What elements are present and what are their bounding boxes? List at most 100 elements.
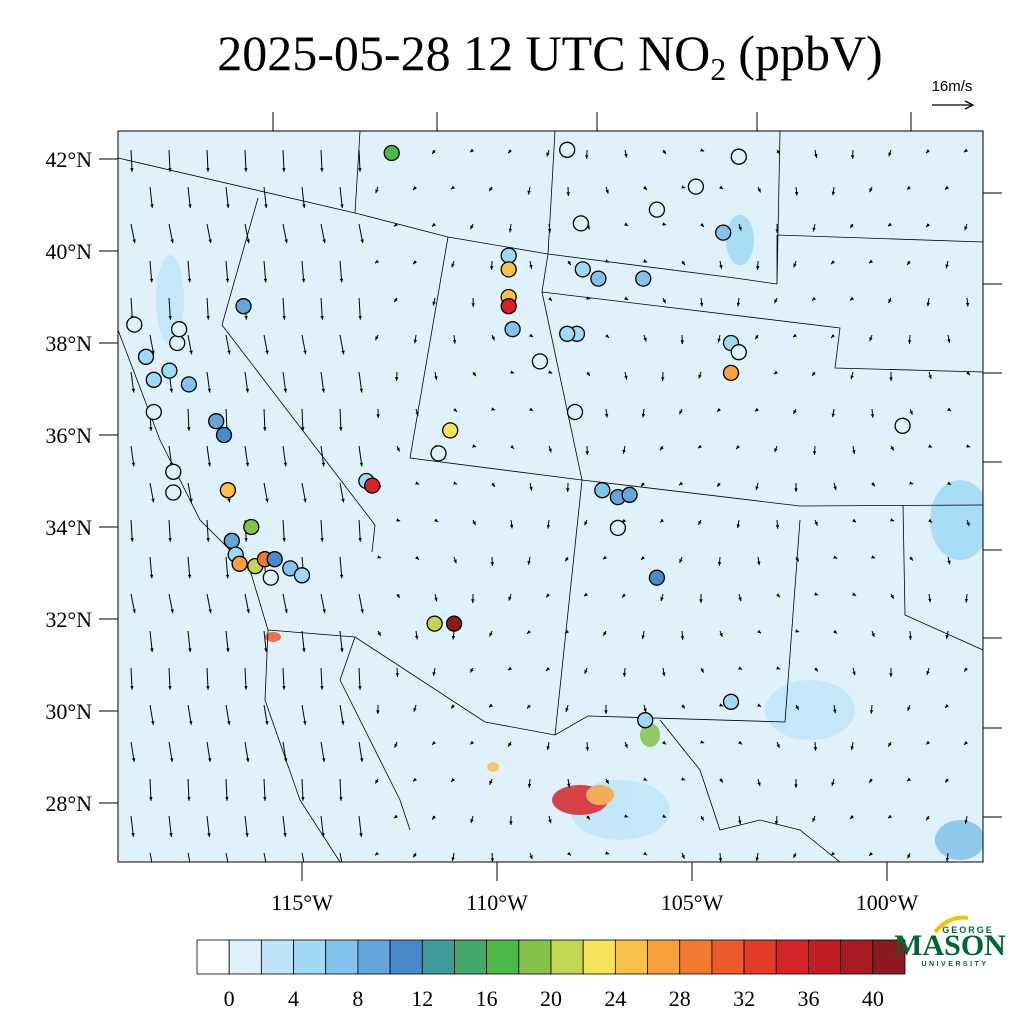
wind-vector-head [529, 407, 534, 411]
wind-vector-head [413, 339, 418, 344]
wind-vector-head [301, 278, 306, 283]
boundaries [118, 131, 983, 862]
colorbar-box [196, 939, 230, 975]
wind-vector-head [339, 278, 344, 283]
map-content [118, 131, 989, 872]
wind-vector [244, 667, 247, 690]
station [572, 215, 589, 232]
wind-vector-head [852, 671, 856, 676]
station [231, 555, 248, 572]
wind-vector-head [189, 868, 192, 872]
wind-vector [168, 667, 171, 690]
wind-vector-head [320, 537, 324, 542]
wind-vector-head [567, 783, 571, 788]
plume [930, 480, 983, 560]
wind-vector-head [698, 374, 702, 379]
wind-vector-head [793, 409, 797, 414]
lon-label: 105°W [661, 890, 724, 915]
logo-swoosh [933, 915, 969, 934]
wind-vector-head [907, 185, 911, 190]
wind-vector [263, 852, 267, 862]
wind-vector-head [488, 703, 493, 708]
wind-vector [282, 149, 285, 172]
wind-vector-head [661, 377, 665, 381]
wind-vector-head [301, 427, 305, 431]
wind-vector-head [909, 481, 914, 485]
station [722, 693, 740, 710]
station [219, 482, 237, 499]
station [648, 201, 666, 218]
station [559, 325, 576, 342]
state-border [776, 131, 983, 285]
wind-vector-head [814, 153, 818, 158]
wind-vector-head [605, 779, 609, 784]
wind-vector-head [374, 259, 379, 264]
wind-vector-head [985, 407, 989, 410]
wind-vector-head [852, 518, 857, 523]
wind-vector-head [341, 868, 344, 872]
wind-vector-head [586, 225, 590, 230]
wind-vector-head [432, 671, 436, 676]
colorbar-box [808, 939, 842, 975]
wind-vector-head [227, 350, 231, 355]
wind-vector-head [945, 264, 949, 269]
wind-vector-head [508, 149, 512, 154]
frame-ticks [272, 112, 1002, 818]
wind-vector-head [887, 814, 892, 819]
wind-vector-head [662, 222, 667, 226]
wind-vector-head [795, 629, 800, 633]
wind-vector-head [207, 462, 212, 467]
wind-vector-head [869, 709, 874, 714]
wind-vector-head [681, 854, 685, 859]
colorbar-label: 40 [862, 986, 884, 1011]
wind-vector-head [643, 186, 648, 190]
wind-vector-head [282, 315, 286, 320]
station [531, 353, 549, 370]
wind-vector-head [508, 228, 513, 233]
wind-vector-head [774, 448, 778, 453]
wind-vector-head [624, 296, 629, 300]
colorbar-box [260, 939, 294, 975]
wind-vector-head [869, 188, 873, 193]
wind-vector-head [320, 686, 324, 690]
station [621, 486, 638, 503]
wind-vector-head [149, 427, 153, 431]
wind-vector-head [871, 482, 875, 487]
wind-vector-head [359, 388, 364, 393]
wind-vector-head [189, 720, 193, 725]
wind-vector-head [130, 686, 134, 690]
colorbar-label: 28 [669, 986, 691, 1011]
wind-vector-head [227, 498, 231, 503]
wind-vector-head [244, 315, 248, 320]
wind-vector-head [339, 797, 343, 801]
wind-vector-head [966, 444, 971, 448]
wind-vector-head [206, 686, 210, 690]
station [235, 298, 252, 315]
wind-vector-head [226, 648, 230, 653]
wind-vector-head [451, 635, 456, 640]
station [215, 426, 233, 444]
wind-vector-head [605, 334, 610, 338]
wind-vector-head [263, 797, 267, 801]
wind-vector-head [359, 758, 364, 762]
wind-vector [168, 519, 171, 542]
wind-vector-head [907, 706, 911, 711]
colorbar-box [486, 939, 520, 975]
wind-vector-head [678, 481, 683, 486]
wind-vector-head [226, 204, 230, 208]
wind-vector-head [947, 481, 952, 485]
wind-vector-head [208, 609, 212, 614]
wind-vector-head [206, 537, 210, 542]
wind-vector-head [245, 833, 249, 837]
wind-vector-head [681, 704, 685, 709]
state-border [118, 157, 778, 285]
station [715, 224, 732, 241]
wind-vector-head [602, 555, 607, 560]
wind-vector [206, 297, 209, 320]
wind-vector-head [132, 609, 136, 614]
logo: GEORGE MASON UNIVERSITY [894, 915, 1006, 968]
wind-vector-head [207, 758, 212, 762]
colorbar-box [454, 939, 488, 975]
wind-vector-head [508, 742, 512, 747]
wind-vector-head [434, 518, 439, 522]
